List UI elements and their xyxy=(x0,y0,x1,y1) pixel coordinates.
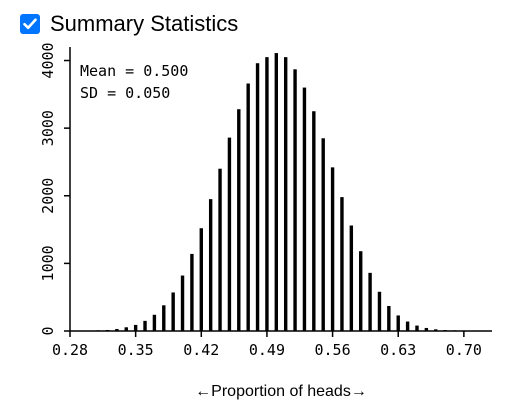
y-tick-label: 1000 xyxy=(39,245,57,281)
x-tick-label: 0.56 xyxy=(315,341,351,359)
x-tick-label: 0.70 xyxy=(446,341,482,359)
histogram-bar xyxy=(302,87,307,331)
histogram-bar xyxy=(368,272,372,331)
histogram-bar xyxy=(218,168,222,331)
histogram-bars xyxy=(96,53,466,332)
histogram-bar xyxy=(340,197,344,331)
checkmark-icon xyxy=(23,18,37,30)
histogram-bar xyxy=(349,225,354,331)
histogram-bar xyxy=(321,138,325,331)
histogram-bar xyxy=(237,109,241,331)
histogram-bar xyxy=(387,305,391,331)
histogram-bar xyxy=(312,111,316,331)
histogram-bar xyxy=(452,330,457,332)
histogram-bar xyxy=(152,314,157,331)
histogram-bar xyxy=(359,251,363,331)
histogram-bar xyxy=(105,329,110,331)
histogram-bar xyxy=(124,327,128,331)
histogram-bar xyxy=(283,57,288,332)
histogram-bar xyxy=(199,228,203,331)
histogram-bar xyxy=(133,324,138,331)
y-tick-label: 0 xyxy=(39,326,57,335)
x-tick-label: 0.35 xyxy=(118,341,154,359)
x-tick-label: 0.63 xyxy=(380,341,416,359)
histogram-bar xyxy=(246,83,250,331)
x-tick-label: 0.42 xyxy=(183,341,219,359)
sd-stat: SD = 0.050 xyxy=(80,84,170,102)
x-tick-label: 0.49 xyxy=(249,341,285,359)
histogram-bar xyxy=(424,327,429,331)
histogram-bar xyxy=(462,330,466,332)
histogram-bar xyxy=(330,167,335,331)
histogram-bar xyxy=(96,330,100,332)
y-axis: 0 1000 2000 3000 4000 xyxy=(39,42,71,336)
x-axis: 0.28 0.35 0.42 0.49 0.56 0.63 0.70 xyxy=(52,330,492,359)
summary-statistics-checkbox[interactable] xyxy=(20,14,40,34)
histogram-bar xyxy=(396,315,400,331)
histogram-bar xyxy=(293,69,297,332)
histogram-bar xyxy=(265,57,269,332)
histogram-bar xyxy=(143,320,147,331)
histogram-bar xyxy=(162,305,166,331)
y-tick-label: 4000 xyxy=(39,42,57,78)
x-axis-title: ←Proportion of heads→ xyxy=(195,383,367,400)
histogram-bar xyxy=(405,321,410,331)
histogram-bar xyxy=(190,253,194,331)
histogram-bar xyxy=(434,329,438,331)
histogram-bar xyxy=(180,275,185,331)
histogram-bar xyxy=(171,292,175,331)
histogram-bar xyxy=(255,63,260,331)
y-tick-label: 3000 xyxy=(39,110,57,146)
histogram-bar xyxy=(415,325,419,331)
x-tick-label: 0.28 xyxy=(52,341,88,359)
histogram-bar xyxy=(208,199,213,331)
histogram-bar xyxy=(377,291,382,331)
histogram-bar xyxy=(274,53,279,331)
summary-statistics-label: Summary Statistics xyxy=(50,11,239,36)
summary-statistics-toggle[interactable]: Summary Statistics xyxy=(20,11,238,37)
mean-stat: Mean = 0.500 xyxy=(80,62,188,80)
y-tick-label: 2000 xyxy=(39,178,57,214)
histogram-bar xyxy=(227,137,232,331)
histogram-bar xyxy=(443,329,447,331)
histogram-bar xyxy=(115,328,119,331)
